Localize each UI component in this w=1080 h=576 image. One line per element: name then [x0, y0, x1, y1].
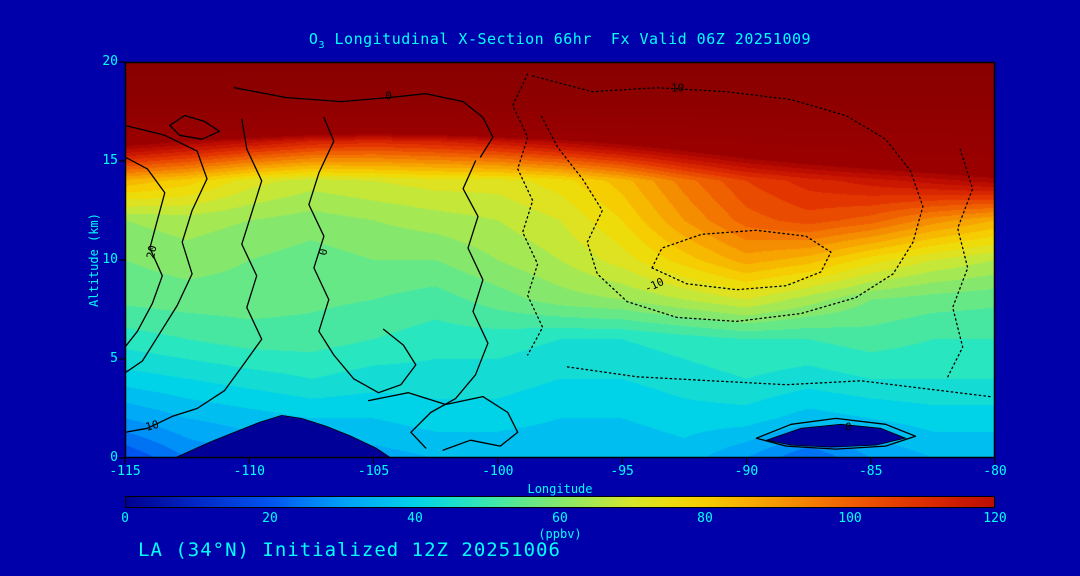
init-annotation: LA (34°N) Initialized 12Z 20251006: [138, 539, 561, 561]
colorbar-tick-label: 40: [407, 511, 423, 526]
svg-text:10: 10: [144, 418, 160, 434]
y-tick-label: 10: [102, 252, 118, 267]
svg-text:0: 0: [845, 420, 852, 433]
svg-text:-10: -10: [643, 275, 667, 295]
x-tick-label: -90: [734, 464, 759, 479]
chart-title-subscript: 3: [318, 40, 325, 51]
x-tick-label: -115: [109, 464, 141, 479]
colorbar-tick-label: 80: [697, 511, 713, 526]
x-tick-label: -85: [858, 464, 883, 479]
y-tick-label: 0: [110, 450, 118, 465]
svg-text:0: 0: [316, 248, 330, 257]
x-axis-label: Longitude: [527, 482, 593, 496]
y-tick-label: 20: [102, 54, 118, 69]
x-tick-label: -80: [983, 464, 1007, 479]
plot-area: 20 10 0 0 -10 -10 0: [125, 62, 995, 458]
chart-title: O3 Longitudinal X-Section 66hr Fx Valid …: [125, 30, 995, 51]
colorbar-gradient: [125, 496, 995, 508]
colorbar-tick-label: 60: [552, 511, 568, 526]
svg-text:0: 0: [385, 90, 392, 103]
colorbar-unit-label: (ppbv): [538, 527, 582, 541]
svg-text:20: 20: [144, 244, 159, 260]
y-tick-label: 5: [110, 351, 118, 366]
x-tick-label: -95: [610, 464, 634, 479]
x-tick-label: -110: [233, 464, 265, 479]
colorbar-tick-label: 20: [262, 511, 278, 526]
chart-title-text: Longitudinal X-Section 66hr Fx Valid 06Z…: [324, 30, 812, 48]
svg-text:-10: -10: [664, 82, 684, 95]
colorbar-tick-label: 120: [983, 511, 1007, 526]
y-tick-label: 15: [102, 153, 118, 168]
x-tick-label: -105: [357, 464, 390, 479]
colorbar-tick-label: 100: [838, 511, 862, 526]
x-tick-label: -100: [482, 464, 514, 479]
plot-overlay: 20 10 0 0 -10 -10 0: [125, 73, 991, 458]
chart-title-species: O: [308, 30, 319, 48]
colorbar-tick-label: 0: [121, 511, 129, 526]
